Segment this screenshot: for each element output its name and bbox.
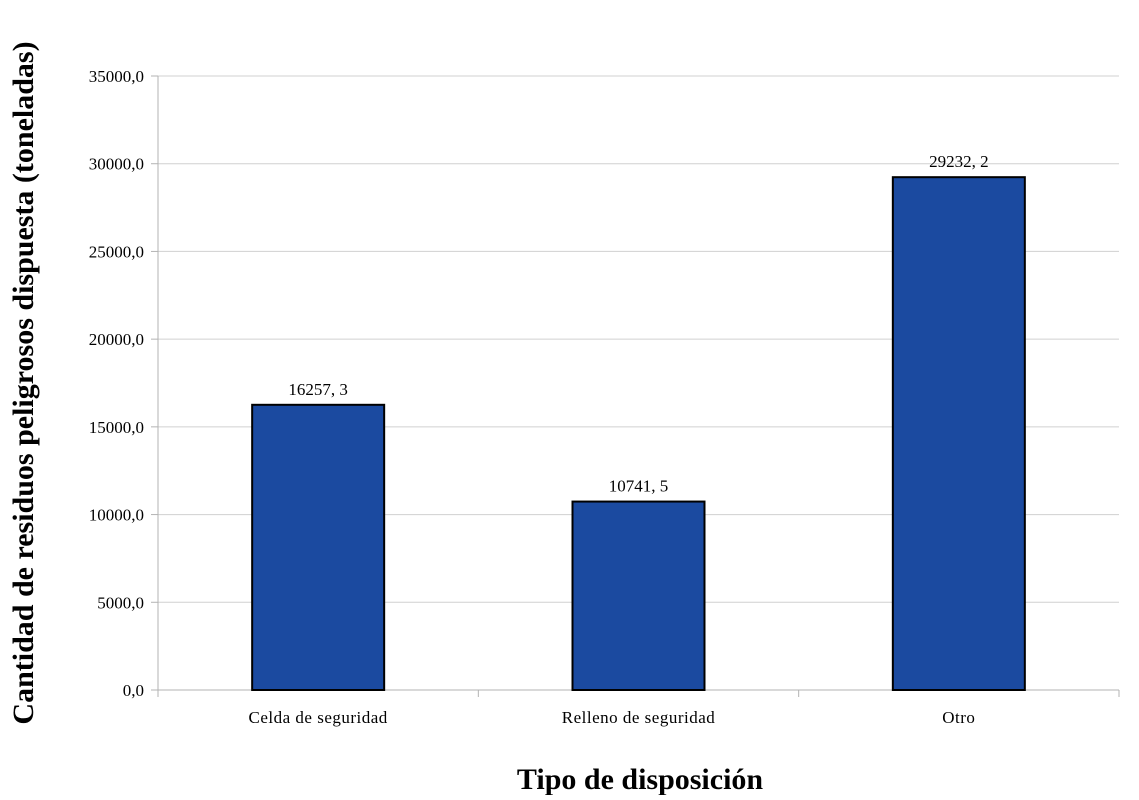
- bars: [251, 176, 1026, 691]
- category-label: Relleno de seguridad: [562, 708, 716, 727]
- y-tick-label: 20000,0: [89, 330, 144, 349]
- y-tick-label: 15000,0: [89, 418, 144, 437]
- bar: [891, 176, 1026, 691]
- y-axis-title: Cantidad de residuos peligrosos dispuest…: [7, 41, 40, 724]
- y-tick-label: 0,0: [123, 681, 144, 700]
- y-tick-label: 35000,0: [89, 67, 144, 86]
- y-tick-label: 5000,0: [97, 593, 144, 612]
- y-tick-label: 25000,0: [89, 242, 144, 261]
- data-labels: 16257, 3 10741, 5 29232, 2: [288, 152, 988, 495]
- bar-value-label: 10741, 5: [609, 477, 669, 496]
- bar-value-label: 29232, 2: [929, 152, 989, 171]
- bar: [251, 403, 386, 691]
- bar: [571, 500, 706, 691]
- category-label: Otro: [942, 708, 975, 727]
- axes: 0,0 5000,0 10000,0 15000,0 20000,0 25000,0 300…: [89, 67, 1120, 727]
- category-label: Celda de seguridad: [249, 708, 388, 727]
- y-tick-label: 10000,0: [89, 506, 144, 525]
- bar-value-label: 16257, 3: [288, 380, 348, 399]
- y-tick-label: 30000,0: [89, 155, 144, 174]
- x-axis-title: Tipo de disposición: [517, 763, 764, 795]
